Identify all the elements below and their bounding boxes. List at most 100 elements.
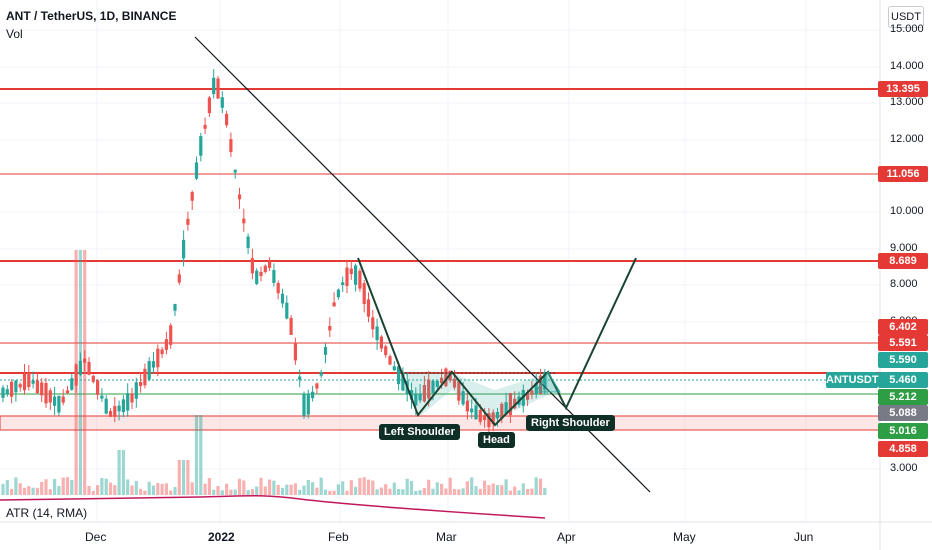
candle-body[interactable] <box>96 380 100 395</box>
candle-body[interactable] <box>332 302 336 307</box>
candle-body[interactable] <box>147 361 151 380</box>
candle-body[interactable] <box>302 393 306 416</box>
candle-body[interactable] <box>160 349 164 355</box>
candle-body[interactable] <box>1 387 5 398</box>
candle-body[interactable] <box>246 236 250 248</box>
candle-body[interactable] <box>134 382 138 399</box>
candle-body[interactable] <box>427 379 431 399</box>
atr-label[interactable]: ATR (14, RMA) <box>6 506 88 520</box>
candle-body[interactable] <box>487 413 491 428</box>
candle-body[interactable] <box>229 139 233 153</box>
candle-body[interactable] <box>61 396 65 403</box>
candle-body[interactable] <box>285 302 289 319</box>
candle-body[interactable] <box>409 390 414 400</box>
candle-body[interactable] <box>534 383 538 394</box>
candle-body[interactable] <box>315 383 319 389</box>
candle-body[interactable] <box>289 317 293 335</box>
symbol-name[interactable]: ANT / TetherUS, 1D, BINANCE <box>6 9 177 23</box>
candle-body[interactable] <box>349 268 353 274</box>
candle-body[interactable] <box>233 169 237 173</box>
candle-body[interactable] <box>44 382 48 404</box>
candle-body[interactable] <box>78 360 82 375</box>
candle-body[interactable] <box>237 194 242 200</box>
candle-body[interactable] <box>225 113 229 126</box>
candle-body[interactable] <box>504 402 508 415</box>
candle-body[interactable] <box>126 393 130 411</box>
candle-body[interactable] <box>87 361 91 375</box>
left-shoulder-label[interactable]: Left Shoulder <box>379 424 460 440</box>
candle-body[interactable] <box>22 373 27 391</box>
candle-body[interactable] <box>182 239 186 259</box>
candle-body[interactable] <box>74 364 78 386</box>
candle-body[interactable] <box>483 415 487 421</box>
candle-body[interactable] <box>298 376 302 380</box>
candle-body[interactable] <box>358 270 362 289</box>
candle-body[interactable] <box>474 405 478 420</box>
candle-body[interactable] <box>422 385 426 402</box>
candle-body[interactable] <box>401 372 405 391</box>
candle-body[interactable] <box>457 381 461 401</box>
candle-body[interactable] <box>186 218 190 225</box>
candle-body[interactable] <box>362 283 366 305</box>
candle-body[interactable] <box>280 293 285 304</box>
head-and-shoulders-path[interactable] <box>357 257 637 427</box>
candle-body[interactable] <box>379 336 383 349</box>
candle-body[interactable] <box>530 390 534 395</box>
candle-body[interactable] <box>366 299 371 317</box>
candle-body[interactable] <box>57 395 61 413</box>
candle-body[interactable] <box>70 378 74 390</box>
candle-body[interactable] <box>18 384 22 388</box>
candle-body[interactable] <box>10 381 14 397</box>
candle-body[interactable] <box>336 289 340 298</box>
candle-body[interactable] <box>444 368 448 387</box>
candle-body[interactable] <box>48 390 52 403</box>
candle-body[interactable] <box>276 282 280 294</box>
head-label[interactable]: Head <box>478 432 515 448</box>
candle-body[interactable] <box>156 348 160 368</box>
candle-body[interactable] <box>543 372 547 390</box>
candle-body[interactable] <box>113 406 117 417</box>
candle-body[interactable] <box>121 399 125 413</box>
candle-body[interactable] <box>164 339 168 350</box>
candle-body[interactable] <box>14 380 18 393</box>
candle-body[interactable] <box>27 372 31 388</box>
candle-body[interactable] <box>272 270 276 283</box>
candle-body[interactable] <box>491 412 495 425</box>
candle-body[interactable] <box>220 97 224 108</box>
candle-body[interactable] <box>435 380 439 387</box>
candle-body[interactable] <box>508 393 512 416</box>
right-shoulder-label[interactable]: Right Shoulder <box>526 415 615 431</box>
candle-body[interactable] <box>255 270 259 284</box>
candle-body[interactable] <box>104 398 108 414</box>
candle-body[interactable] <box>173 304 177 311</box>
candle-body[interactable] <box>452 378 457 388</box>
candle-body[interactable] <box>65 390 70 394</box>
candle-body[interactable] <box>169 325 173 345</box>
candle-body[interactable] <box>478 409 482 422</box>
candle-body[interactable] <box>513 398 517 409</box>
candle-body[interactable] <box>375 326 379 341</box>
candle-body[interactable] <box>388 356 392 365</box>
candle-body[interactable] <box>100 395 104 399</box>
symbol-title[interactable]: ANT / TetherUS, 1D, BINANCE <box>6 9 176 23</box>
candle-body[interactable] <box>440 377 444 384</box>
candle-body[interactable] <box>199 136 203 156</box>
candle-body[interactable] <box>461 391 465 405</box>
candle-body[interactable] <box>414 394 418 406</box>
candle-body[interactable] <box>500 403 504 419</box>
candle-body[interactable] <box>212 77 216 95</box>
candle-body[interactable] <box>53 396 57 406</box>
candle-body[interactable] <box>328 326 332 331</box>
candle-body[interactable] <box>130 393 134 403</box>
candle-body[interactable] <box>194 162 199 179</box>
candle-body[interactable] <box>40 382 44 396</box>
candle-body[interactable] <box>259 271 263 277</box>
breakout-triangle[interactable] <box>535 371 561 393</box>
candle-body[interactable] <box>143 368 147 386</box>
candle-body[interactable] <box>323 347 328 355</box>
candle-body[interactable] <box>470 408 474 413</box>
candle-body[interactable] <box>465 400 469 412</box>
candle-body[interactable] <box>177 274 181 283</box>
candle-body[interactable] <box>83 358 87 363</box>
